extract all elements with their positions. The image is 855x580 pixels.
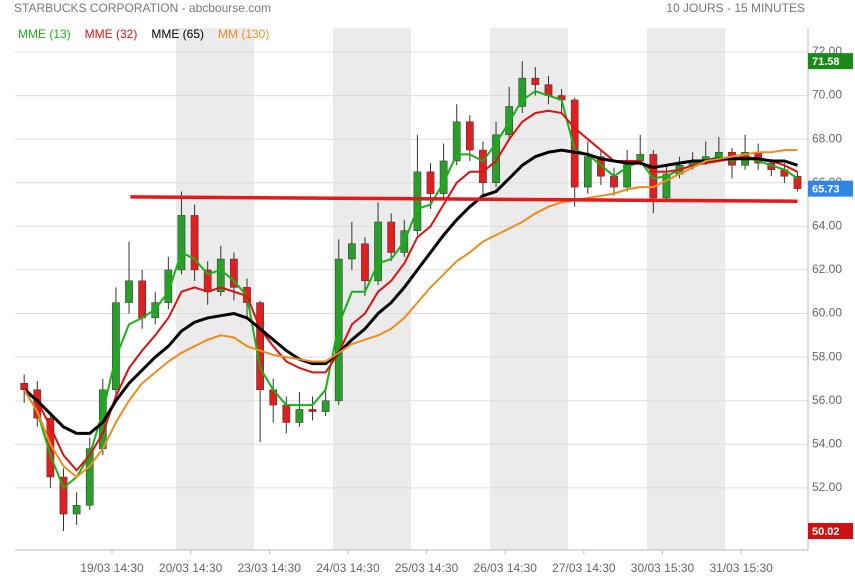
candle-body	[321, 400, 330, 412]
price-label-box	[808, 180, 853, 197]
candle-body	[190, 215, 199, 271]
candle-body	[216, 258, 225, 292]
price-label-box	[808, 53, 853, 70]
legend-entry[interactable]: MME (65)	[151, 27, 204, 41]
ma-line	[23, 148, 798, 435]
x-tick-label: 31/03 15:30	[709, 561, 773, 575]
y-tick-label: 52.00	[812, 480, 842, 494]
candle-body	[492, 134, 500, 183]
candle-body	[334, 258, 343, 401]
candle-body	[623, 160, 631, 188]
day-band	[490, 28, 568, 550]
y-tick-label: 60.00	[812, 306, 842, 320]
candle-body	[177, 215, 186, 271]
candle-body	[348, 243, 356, 260]
ma-line	[23, 90, 799, 490]
candle-body	[583, 156, 592, 188]
trendline	[130, 195, 798, 204]
candle-body	[465, 121, 474, 151]
candle-body	[72, 505, 81, 515]
legend-entry[interactable]: MME (13)	[18, 27, 71, 41]
candle-body	[20, 383, 29, 391]
candle-body	[662, 173, 671, 199]
day-band	[333, 28, 411, 550]
x-tick-label: 23/03 14:30	[238, 561, 302, 575]
y-tick-label: 54.00	[812, 436, 842, 450]
candle-body	[452, 121, 461, 162]
day-shading	[176, 28, 725, 550]
x-tick-label: 24/03 14:30	[316, 561, 380, 575]
y-tick-label: 70.00	[812, 88, 842, 102]
chart-subtitle: 10 JOURS - 15 MINUTES	[666, 1, 805, 15]
candle-body	[282, 404, 291, 423]
x-tick-label: 19/03 14:30	[80, 561, 144, 575]
x-tick-label: 26/03 14:30	[474, 561, 538, 575]
price-label: 65.73	[812, 184, 840, 196]
x-tick-label: 20/03 14:30	[159, 561, 223, 575]
y-tick-label: 68.00	[812, 131, 842, 145]
candle-body	[125, 280, 133, 303]
ma-line	[23, 149, 798, 479]
candle-body	[793, 175, 802, 189]
candle-body	[295, 409, 304, 423]
candle-body	[164, 269, 173, 303]
candle-body	[230, 258, 238, 288]
candle-body	[308, 409, 317, 412]
price-label-box	[808, 523, 853, 540]
candle-body	[610, 175, 618, 188]
y-tick-label: 56.00	[812, 393, 842, 407]
candle-body	[112, 302, 120, 391]
candle-body	[138, 280, 146, 319]
legend-entry[interactable]: MME (32)	[85, 27, 138, 41]
chart-title: STARBUCKS CORPORATION - abcbourse.com	[14, 1, 271, 15]
candle-body	[649, 154, 658, 199]
candle-body	[387, 221, 396, 253]
day-band	[647, 28, 725, 550]
candle-body	[85, 448, 94, 506]
x-tick-label: 27/03 14:30	[552, 561, 616, 575]
legend-entry[interactable]: MM (130)	[218, 27, 269, 41]
price-label: 71.58	[812, 56, 840, 68]
candle-body	[426, 171, 435, 194]
y-tick-label: 62.00	[812, 262, 842, 276]
candle-body	[46, 417, 55, 478]
x-tick-label: 25/03 14:30	[395, 561, 459, 575]
candle-body	[59, 476, 68, 515]
candle-body	[361, 243, 369, 282]
candle-body	[570, 99, 579, 188]
y-tick-label: 64.00	[812, 219, 842, 233]
candle-body	[518, 77, 527, 107]
candle-body	[531, 77, 540, 85]
candle-body	[479, 149, 487, 183]
candle-body	[256, 302, 264, 391]
price-label: 50.02	[812, 526, 840, 538]
candle-body	[439, 160, 448, 194]
ma-line	[23, 109, 798, 472]
y-tick-label: 58.00	[812, 349, 842, 363]
candle-body	[413, 171, 422, 231]
x-tick-label: 30/03 15:30	[631, 561, 695, 575]
candle-body	[374, 221, 382, 282]
